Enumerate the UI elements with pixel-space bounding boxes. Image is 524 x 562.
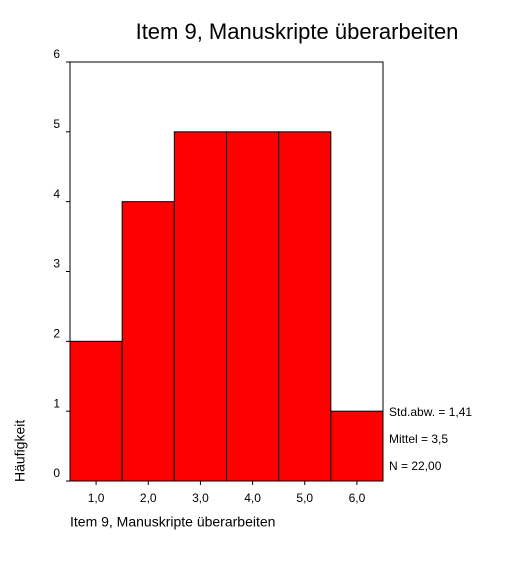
y-tick-label: 3 (53, 257, 60, 271)
x-tick-label: 1,0 (88, 491, 105, 505)
bar (69, 340, 123, 482)
y-tick-label: 1 (53, 396, 60, 410)
x-tick-label: 3,0 (192, 491, 209, 505)
y-tick-label: 0 (53, 466, 60, 480)
stat-annotation: N = 22,00 (389, 459, 442, 473)
stat-annotation: Std.abw. = 1,41 (389, 405, 472, 419)
x-tick-label: 4,0 (244, 491, 261, 505)
bar (278, 131, 332, 482)
x-tick-label: 2,0 (140, 491, 157, 505)
bar (121, 201, 175, 482)
chart-title: Item 9, Manuskripte überarbeiten (136, 19, 459, 44)
bar (173, 131, 227, 482)
y-tick-label: 6 (53, 47, 60, 61)
x-axis-label: Item 9, Manuskripte überarbeiten (70, 514, 275, 530)
x-tick-label: 6,0 (349, 491, 366, 505)
y-tick-label: 5 (53, 117, 60, 131)
y-axis-label: Häufigkeit (12, 420, 28, 482)
y-tick-label: 4 (53, 187, 60, 201)
bar (226, 131, 280, 482)
y-tick-label: 2 (53, 327, 60, 341)
x-tick-label: 5,0 (296, 491, 313, 505)
bar (330, 410, 384, 482)
stat-annotation: Mittel = 3,5 (389, 432, 448, 446)
